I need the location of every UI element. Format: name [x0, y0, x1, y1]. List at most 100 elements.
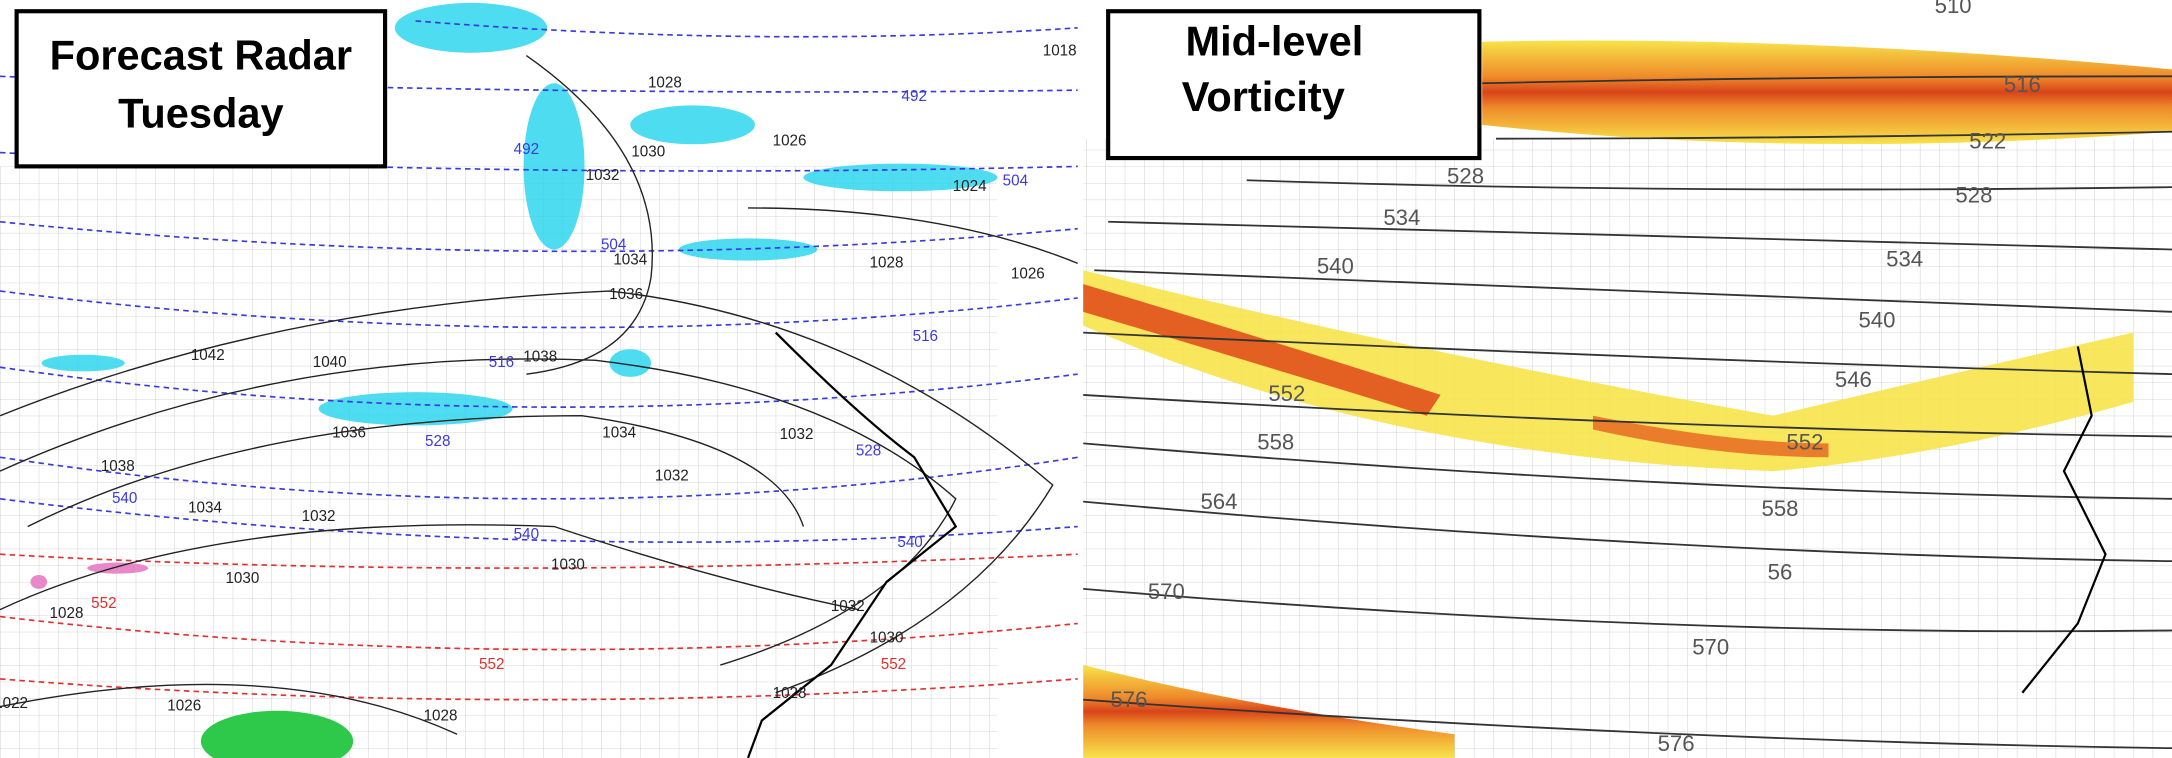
- contour: [1083, 698, 2172, 750]
- height-label: 558: [1762, 496, 1799, 521]
- echo: [630, 105, 755, 145]
- height-label: 576: [1110, 687, 1147, 712]
- contour: [1246, 179, 2172, 191]
- height-label: 522: [1969, 129, 2006, 154]
- contour: [0, 456, 1078, 500]
- height-label: 528: [1955, 183, 1992, 208]
- isobar-label: 1028: [773, 685, 807, 702]
- isobar-label: 1028: [50, 605, 84, 622]
- height-label: 492: [514, 141, 539, 158]
- height-label: 516: [489, 354, 514, 371]
- contour: [1496, 130, 2172, 140]
- isobar-label: 1032: [831, 598, 865, 615]
- height-label: 552: [91, 595, 116, 612]
- isobar-label: 1028: [870, 254, 904, 271]
- height-contours: [0, 20, 1078, 543]
- contour: [0, 615, 1078, 651]
- radar-mix: [87, 562, 149, 574]
- height-label: 516: [913, 328, 938, 345]
- height-label: 552: [881, 656, 906, 673]
- title-box: [14, 9, 388, 169]
- isobar-label: 1022: [0, 695, 28, 712]
- height-label: 492: [902, 88, 927, 105]
- vorticity-core: [1083, 284, 1441, 416]
- isobar-label: 1030: [870, 630, 904, 647]
- isobar-label: 1018: [1043, 42, 1077, 59]
- isobar: [748, 207, 1078, 264]
- echo: [523, 83, 585, 250]
- radar-rain: [200, 710, 354, 758]
- isobar-label: 1030: [551, 556, 585, 573]
- ocean: [997, 360, 1078, 758]
- contour: [0, 553, 1078, 569]
- contour: [0, 366, 1078, 408]
- height-label: 552: [479, 656, 504, 673]
- contour: [1083, 587, 2172, 633]
- contour: [0, 290, 1078, 329]
- isobar-label: 1040: [313, 354, 347, 371]
- height-label: 510: [1935, 0, 1972, 18]
- echo: [318, 392, 513, 426]
- contour: [1083, 442, 2172, 500]
- height-label: 576: [1658, 731, 1695, 756]
- contour: [1083, 331, 2172, 376]
- height-label: 546: [1835, 367, 1872, 392]
- contour: [1482, 75, 2172, 85]
- county-grid: [0, 166, 998, 758]
- isobar-label: 1028: [648, 74, 682, 91]
- height-label: 570: [1148, 579, 1185, 604]
- contour: [415, 20, 1078, 38]
- isobar-label: 1038: [101, 458, 135, 475]
- contour: [1083, 394, 2172, 438]
- isobar-label: 1026: [773, 132, 807, 149]
- isobar-label: 1032: [780, 426, 814, 443]
- height-label: 516: [2004, 72, 2041, 97]
- height-label: 540: [514, 526, 539, 543]
- isobar-label: 1034: [188, 500, 222, 517]
- radar-mix: [30, 575, 48, 589]
- isobar-label: 1032: [586, 167, 620, 184]
- echo: [394, 2, 548, 53]
- contour: [0, 220, 1078, 253]
- echo: [609, 349, 652, 377]
- height-label: 552: [1268, 381, 1305, 406]
- coastline: [746, 331, 958, 758]
- isobar-label: 1028: [424, 707, 458, 724]
- height-contours: [1083, 75, 2172, 750]
- isobar-label: 1026: [167, 698, 201, 715]
- panel-title: Vorticity: [1182, 73, 1345, 120]
- height-label: 540: [1858, 307, 1895, 332]
- isobar-label: 1036: [332, 425, 366, 442]
- isobar-label: 1038: [523, 349, 557, 366]
- isobar-label: 1024: [953, 178, 987, 195]
- contour: [1094, 269, 2172, 313]
- height-label: 570: [1692, 634, 1729, 659]
- height-label: 528: [1447, 163, 1484, 188]
- height-label: 56: [1768, 559, 1793, 584]
- height-label: 540: [112, 490, 137, 507]
- panel-title: Forecast Radar: [50, 31, 353, 78]
- vorticity-band: [1482, 40, 2172, 145]
- contour: [0, 75, 1078, 93]
- isobar: [0, 683, 458, 735]
- contour: [1083, 500, 2172, 563]
- isobar-label: 1036: [609, 286, 643, 303]
- isobar-label: 1026: [1011, 265, 1045, 282]
- warm-contours: [0, 553, 1078, 701]
- isobar-label: 1042: [191, 347, 225, 364]
- height-label: 528: [425, 433, 450, 450]
- isobar-label: 1034: [602, 425, 636, 442]
- isobar-label: 1034: [613, 252, 647, 269]
- height-label: 540: [897, 534, 922, 551]
- title-box: [1106, 9, 1482, 161]
- right-panel: Mid-level Vorticity 510 516 522 528 528 534 53…: [1083, 0, 2172, 758]
- height-label: 552: [1786, 429, 1823, 454]
- vorticity-band: [1083, 270, 2134, 472]
- height-label: 528: [856, 443, 881, 460]
- coastline: [2021, 346, 2107, 694]
- height-label: 534: [1886, 246, 1923, 271]
- isobar-label: 1030: [631, 144, 665, 161]
- left-panel: Forecast Radar Tuesday 10281026103010321…: [0, 0, 1078, 758]
